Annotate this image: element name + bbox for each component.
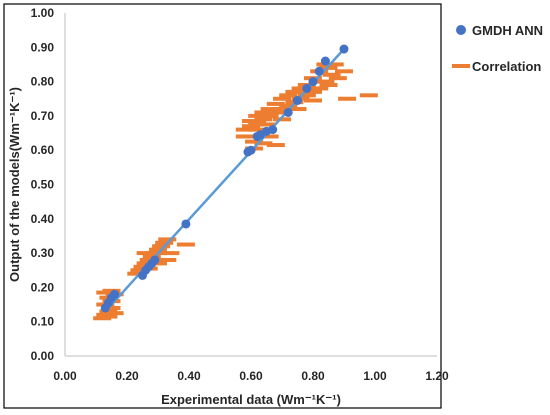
gmdh-ann-point [308, 77, 318, 87]
correlation-point [254, 117, 273, 122]
correlation-point [235, 134, 254, 139]
correlation-point [335, 69, 353, 74]
y-tick-label: 0.70 [31, 109, 55, 123]
y-tick-label: 0.60 [31, 143, 55, 157]
legend: GMDH ANN Correlation [452, 23, 543, 74]
x-tick-label: 0.80 [301, 369, 325, 383]
correlation-point [319, 83, 338, 88]
correlation-point [316, 79, 335, 84]
plot-area-frame [3, 3, 442, 409]
correlation-point [149, 261, 167, 266]
correlation-point [279, 103, 298, 108]
correlation-point [325, 62, 344, 67]
correlation-point [158, 257, 177, 262]
correlation-point [266, 101, 285, 106]
y-tick-label: 0.90 [31, 40, 55, 54]
y-tick-label: 0.30 [31, 246, 55, 260]
correlation-point [260, 113, 279, 118]
correlation-point [235, 127, 254, 132]
correlation-point [338, 96, 357, 101]
correlation-point [304, 98, 322, 103]
correlation-point [242, 119, 260, 124]
y-tick-label: 1.00 [31, 6, 55, 20]
x-tick-label: 1.20 [425, 369, 449, 383]
correlation-point [322, 72, 341, 77]
gmdh-ann-point [150, 255, 160, 265]
x-tick-label: 0.60 [239, 369, 263, 383]
correlation-point [304, 89, 322, 94]
correlation-point [266, 110, 285, 115]
axes: 0.00 0.20 0.40 0.60 0.80 1.00 1.20 0.00 0.10 0.20… [31, 6, 449, 383]
gmdh-ann-point [246, 145, 256, 155]
correlation-point [176, 242, 195, 247]
correlation-point [273, 107, 291, 112]
gmdh-ann-point [110, 289, 120, 299]
correlation-point [248, 127, 267, 132]
gmdh-ann-point [181, 219, 191, 229]
y-tick-label: 0.40 [31, 212, 55, 226]
correlation-point [260, 134, 279, 139]
x-tick-label: 0.20 [115, 369, 139, 383]
correlation-point [297, 93, 316, 98]
x-tick-label: 0.40 [177, 369, 201, 383]
legend-correlation-label: Correlation [472, 59, 541, 74]
legend-correlation-marker [452, 64, 470, 68]
x-axis-label: Experimental data (Wm⁻¹K⁻¹) [161, 392, 341, 407]
chart-marks [93, 44, 378, 321]
correlation-point [273, 117, 291, 122]
gmdh-ann-point [320, 56, 330, 66]
correlation-point [149, 247, 167, 252]
correlation-point [161, 251, 180, 256]
correlation-point [328, 76, 347, 81]
correlation-point [99, 314, 118, 319]
correlation-point [279, 93, 298, 98]
correlation-point [96, 290, 115, 295]
gmdh-ann-point [268, 125, 278, 135]
correlation-point [254, 141, 273, 146]
correlation-point [242, 124, 260, 129]
correlation-point [102, 305, 121, 310]
correlation-point [254, 110, 273, 115]
correlation-point [266, 143, 285, 148]
gmdh-ann-point [302, 83, 312, 93]
y-tick-label: 0.20 [31, 280, 55, 294]
correlation-point [155, 240, 174, 245]
correlation-point [260, 107, 279, 112]
correlation-point [130, 268, 149, 273]
y-tick-label: 0.00 [31, 349, 55, 363]
correlation-point [127, 271, 146, 276]
correlation-point [105, 311, 124, 316]
correlation-point [136, 261, 155, 266]
gmdh-ann-point [314, 66, 324, 76]
gmdh-ann-point [283, 107, 293, 117]
y-tick-label: 0.80 [31, 75, 55, 89]
correlation-point [145, 251, 164, 256]
correlation-point [142, 254, 161, 259]
x-tick-label: 1.00 [363, 369, 387, 383]
legend-gmdh-ann-label: GMDH ANN [472, 23, 543, 38]
correlation-point [136, 251, 155, 256]
correlation-point [248, 113, 267, 118]
correlation-point [257, 122, 276, 127]
correlation-point [291, 86, 310, 91]
correlation-point [152, 244, 171, 249]
correlation-point [359, 93, 378, 98]
correlation-point [310, 86, 329, 91]
y-tick-label: 0.10 [31, 315, 55, 329]
legend-gmdh-ann-marker [456, 25, 466, 35]
y-axis-label: Output of the models(Wm⁻¹K⁻¹) [7, 87, 22, 282]
correlation-point [285, 89, 304, 94]
y-tick-label: 0.50 [31, 178, 55, 192]
correlation-point [273, 96, 291, 101]
x-tick-label: 0.00 [53, 369, 77, 383]
gmdh-ann-point [293, 95, 302, 105]
correlation-point [158, 237, 177, 242]
correlation-point [288, 107, 307, 112]
correlation-point [245, 139, 264, 144]
correlation-point [139, 257, 158, 262]
gmdh-ann-point [339, 44, 349, 54]
